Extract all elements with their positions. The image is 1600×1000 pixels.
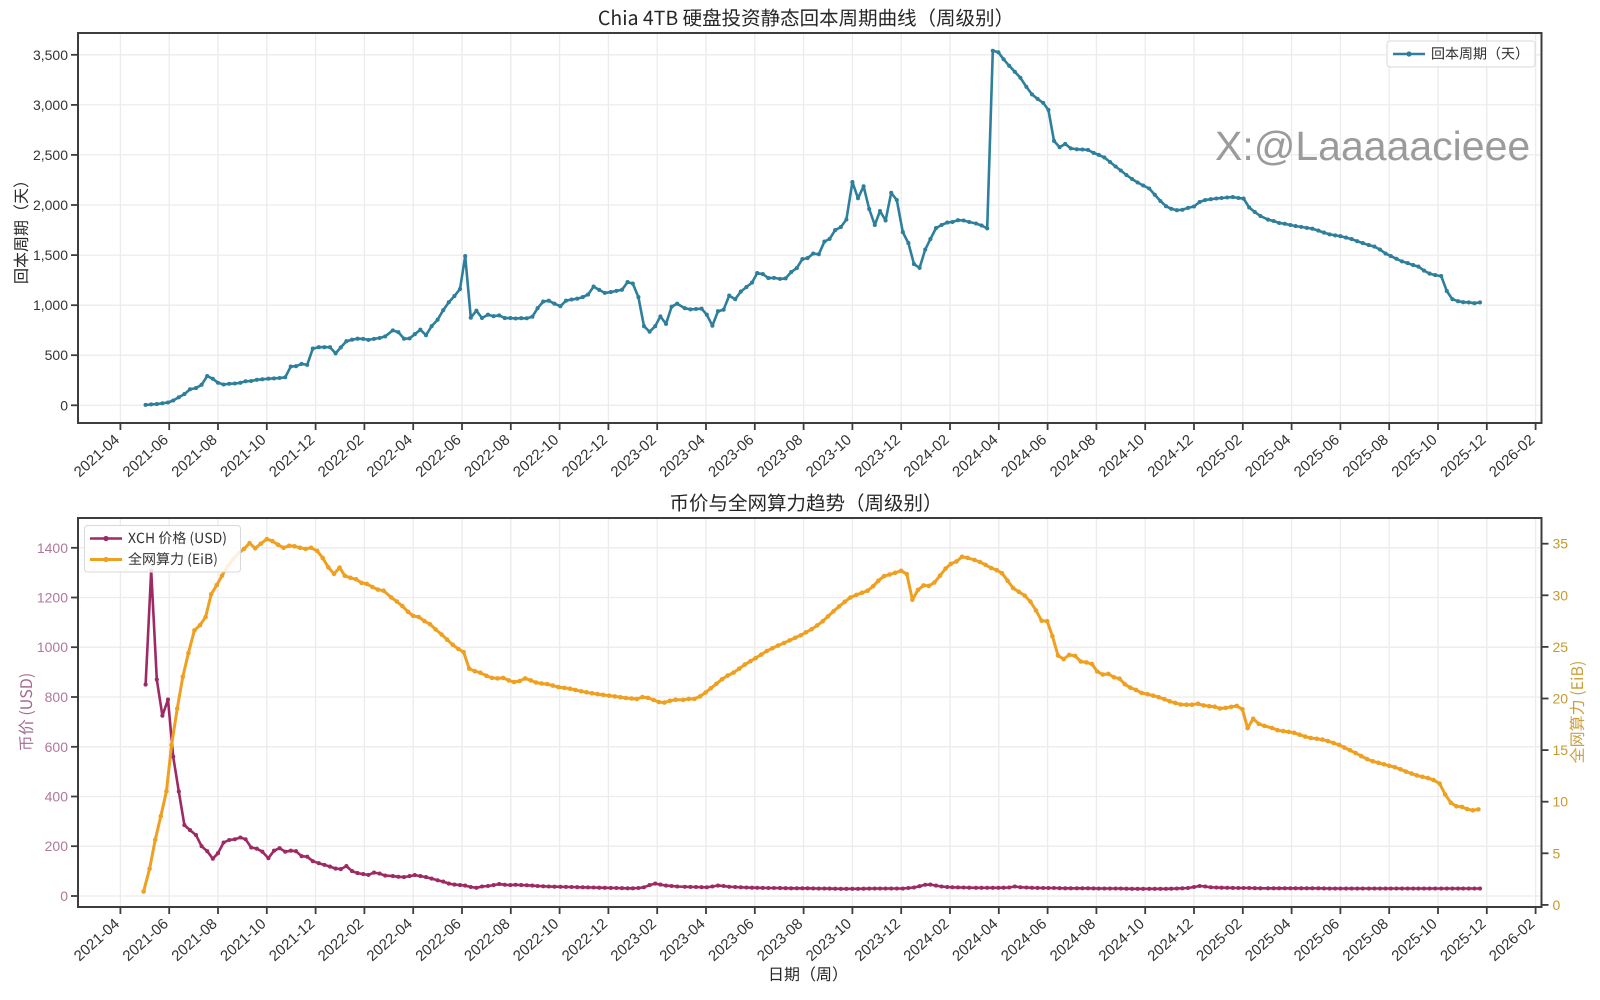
svg-text:0: 0 [60,888,68,904]
svg-text:1,500: 1,500 [33,247,68,263]
svg-text:400: 400 [45,789,69,805]
svg-text:0: 0 [60,397,68,413]
svg-text:30: 30 [1553,587,1569,603]
svg-text:25: 25 [1553,639,1569,655]
svg-text:3,500: 3,500 [33,47,68,63]
svg-text:20: 20 [1553,691,1569,707]
svg-text:2,500: 2,500 [33,147,68,163]
svg-text:15: 15 [1553,742,1569,758]
svg-text:2,000: 2,000 [33,197,68,213]
svg-text:1000: 1000 [37,639,68,655]
svg-text:35: 35 [1553,536,1569,552]
svg-text:3,000: 3,000 [33,97,68,113]
svg-text:0: 0 [1553,897,1561,913]
svg-text:600: 600 [45,739,69,755]
svg-text:800: 800 [45,689,69,705]
svg-text:X:@Laaaaacieee: X:@Laaaaacieee [1215,123,1530,169]
svg-text:1400: 1400 [37,540,68,556]
svg-text:1200: 1200 [37,590,68,606]
svg-text:1,000: 1,000 [33,297,68,313]
svg-text:500: 500 [45,347,69,363]
svg-text:10: 10 [1553,794,1569,810]
svg-text:200: 200 [45,838,69,854]
svg-text:5: 5 [1553,845,1561,861]
